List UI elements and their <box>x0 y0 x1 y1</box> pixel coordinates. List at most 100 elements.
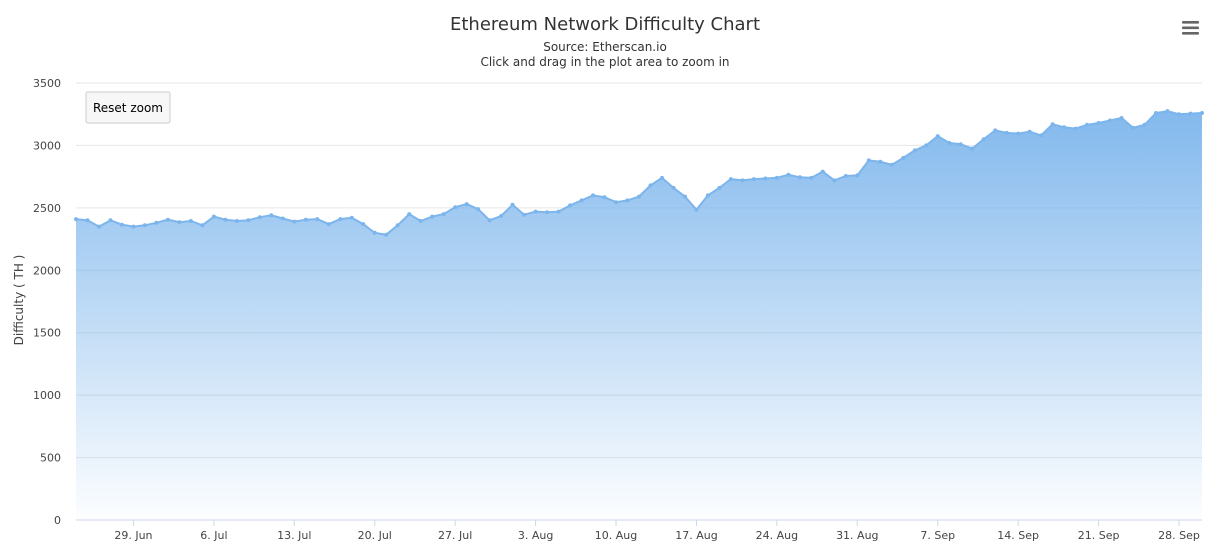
data-point[interactable] <box>1154 111 1158 115</box>
data-point[interactable] <box>1050 122 1055 127</box>
data-point[interactable] <box>763 176 768 181</box>
data-point[interactable] <box>740 178 745 183</box>
data-point[interactable] <box>970 146 975 151</box>
data-point[interactable] <box>522 212 527 217</box>
data-point[interactable] <box>556 209 561 214</box>
data-point[interactable] <box>1119 116 1124 120</box>
data-point[interactable] <box>1096 121 1101 125</box>
data-point[interactable] <box>1200 111 1204 115</box>
data-point[interactable] <box>533 209 538 214</box>
data-point[interactable] <box>165 217 170 222</box>
data-point[interactable] <box>120 222 124 227</box>
data-point[interactable] <box>487 218 492 223</box>
data-point[interactable] <box>1085 122 1090 127</box>
data-point[interactable] <box>1039 133 1044 138</box>
data-point[interactable] <box>97 224 101 229</box>
data-point[interactable] <box>648 183 653 188</box>
data-point[interactable] <box>108 218 113 223</box>
data-point[interactable] <box>728 177 733 182</box>
data-point[interactable] <box>694 207 699 212</box>
data-point[interactable] <box>901 155 906 160</box>
data-point[interactable] <box>1165 109 1170 114</box>
data-point[interactable] <box>211 214 216 219</box>
data-point[interactable] <box>1073 126 1078 131</box>
data-point[interactable] <box>1131 125 1136 130</box>
data-point[interactable] <box>257 215 262 220</box>
data-point[interactable] <box>292 219 297 224</box>
data-point[interactable] <box>74 217 78 222</box>
data-point[interactable] <box>660 175 664 180</box>
data-point[interactable] <box>372 230 377 235</box>
data-point[interactable] <box>349 215 354 220</box>
data-point[interactable] <box>1108 118 1113 123</box>
data-point[interactable] <box>361 222 366 227</box>
data-point[interactable] <box>234 219 239 223</box>
data-point[interactable] <box>464 202 469 207</box>
data-point[interactable] <box>958 142 963 147</box>
data-point[interactable] <box>200 223 205 228</box>
data-point[interactable] <box>751 177 756 182</box>
data-point[interactable] <box>935 134 940 139</box>
data-point[interactable] <box>441 212 446 217</box>
data-point[interactable] <box>188 219 193 223</box>
data-point[interactable] <box>717 185 722 190</box>
data-point[interactable] <box>1027 129 1032 134</box>
data-point[interactable] <box>981 137 986 142</box>
data-point[interactable] <box>625 198 630 203</box>
data-point[interactable] <box>85 218 90 223</box>
data-point[interactable] <box>705 193 710 198</box>
data-point[interactable] <box>326 222 331 227</box>
data-point[interactable] <box>510 202 515 207</box>
data-point[interactable] <box>683 194 687 199</box>
data-point[interactable] <box>315 217 320 222</box>
plot-area[interactable] <box>74 109 1204 520</box>
data-point[interactable] <box>418 219 423 223</box>
data-point[interactable] <box>889 162 894 167</box>
data-point[interactable] <box>993 128 998 133</box>
data-point[interactable] <box>1142 122 1147 127</box>
data-point[interactable] <box>338 217 343 222</box>
data-point[interactable] <box>177 220 182 225</box>
data-point[interactable] <box>912 148 917 153</box>
data-point[interactable] <box>1062 125 1067 130</box>
data-point[interactable] <box>303 217 308 222</box>
data-point[interactable] <box>545 210 550 215</box>
hamburger-menu-icon[interactable] <box>1172 14 1208 42</box>
data-point[interactable] <box>430 214 435 219</box>
data-point[interactable] <box>395 223 400 228</box>
data-point[interactable] <box>947 140 952 145</box>
data-point[interactable] <box>820 169 825 174</box>
data-point[interactable] <box>855 173 860 178</box>
data-point[interactable] <box>453 205 458 210</box>
data-point[interactable] <box>602 195 607 200</box>
data-point[interactable] <box>499 214 504 218</box>
data-point[interactable] <box>614 200 618 205</box>
data-point[interactable] <box>637 194 641 199</box>
data-point[interactable] <box>591 193 595 198</box>
data-point[interactable] <box>154 220 159 225</box>
data-point[interactable] <box>407 212 412 217</box>
data-point[interactable] <box>568 203 573 208</box>
data-point[interactable] <box>223 217 228 222</box>
data-point[interactable] <box>269 213 274 218</box>
data-point[interactable] <box>1177 112 1181 117</box>
data-point[interactable] <box>384 232 389 237</box>
data-point[interactable] <box>1016 131 1021 136</box>
data-point[interactable] <box>131 224 136 229</box>
data-point[interactable] <box>832 178 837 183</box>
reset-zoom-button[interactable]: Reset zoom <box>85 91 171 124</box>
data-point[interactable] <box>809 175 814 180</box>
data-point[interactable] <box>1004 130 1009 135</box>
data-point[interactable] <box>786 172 791 177</box>
data-point[interactable] <box>246 218 251 223</box>
data-point[interactable] <box>843 174 848 178</box>
data-point[interactable] <box>1188 111 1193 116</box>
data-point[interactable] <box>797 175 802 180</box>
data-point[interactable] <box>142 223 147 228</box>
data-point[interactable] <box>671 185 676 190</box>
data-point[interactable] <box>878 159 883 164</box>
data-point[interactable] <box>579 198 584 203</box>
data-point[interactable] <box>280 216 285 221</box>
data-point[interactable] <box>476 207 481 212</box>
